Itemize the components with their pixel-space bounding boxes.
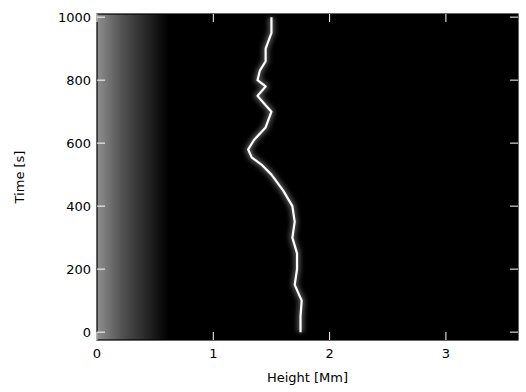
x-tick	[213, 14, 214, 22]
background-glow	[97, 14, 169, 340]
y-tick	[97, 332, 105, 333]
x-tick	[329, 14, 330, 22]
y-tick-label: 600	[66, 136, 91, 151]
x-tick	[213, 332, 214, 340]
y-tick	[510, 269, 518, 270]
x-axis-title: Height [Mm]	[267, 370, 348, 385]
plot-area	[97, 14, 302, 340]
x-tick	[97, 14, 98, 22]
y-tick-label: 200	[66, 262, 91, 277]
x-tick-label: 2	[325, 346, 333, 361]
y-tick	[510, 143, 518, 144]
x-tick	[445, 14, 446, 22]
y-tick	[97, 206, 105, 207]
y-tick-label: 800	[66, 73, 91, 88]
line-glow	[248, 17, 302, 332]
x-tick	[329, 332, 330, 340]
y-tick	[510, 17, 518, 18]
plot-background	[97, 14, 518, 340]
chart: 0 1 2 3 0 200 400 600 800 1000 Height [Mm] Time [s]	[0, 0, 526, 392]
y-tick	[510, 332, 518, 333]
y-tick-label: 0	[83, 325, 91, 340]
y-tick	[97, 269, 105, 270]
y-axis-title: Time [s]	[12, 151, 27, 205]
y-tick-label: 400	[66, 199, 91, 214]
frame	[97, 14, 518, 340]
y-tick	[97, 17, 105, 18]
x-tick-label: 0	[93, 346, 101, 361]
x-tick-label: 1	[209, 346, 217, 361]
y-tick	[97, 143, 105, 144]
y-tick	[510, 206, 518, 207]
x-tick	[97, 332, 98, 340]
x-tick	[445, 332, 446, 340]
y-tick	[97, 80, 105, 81]
x-tick-label: 3	[442, 346, 450, 361]
y-tick	[510, 80, 518, 81]
y-tick-label: 1000	[58, 10, 91, 25]
data-line	[248, 17, 302, 332]
